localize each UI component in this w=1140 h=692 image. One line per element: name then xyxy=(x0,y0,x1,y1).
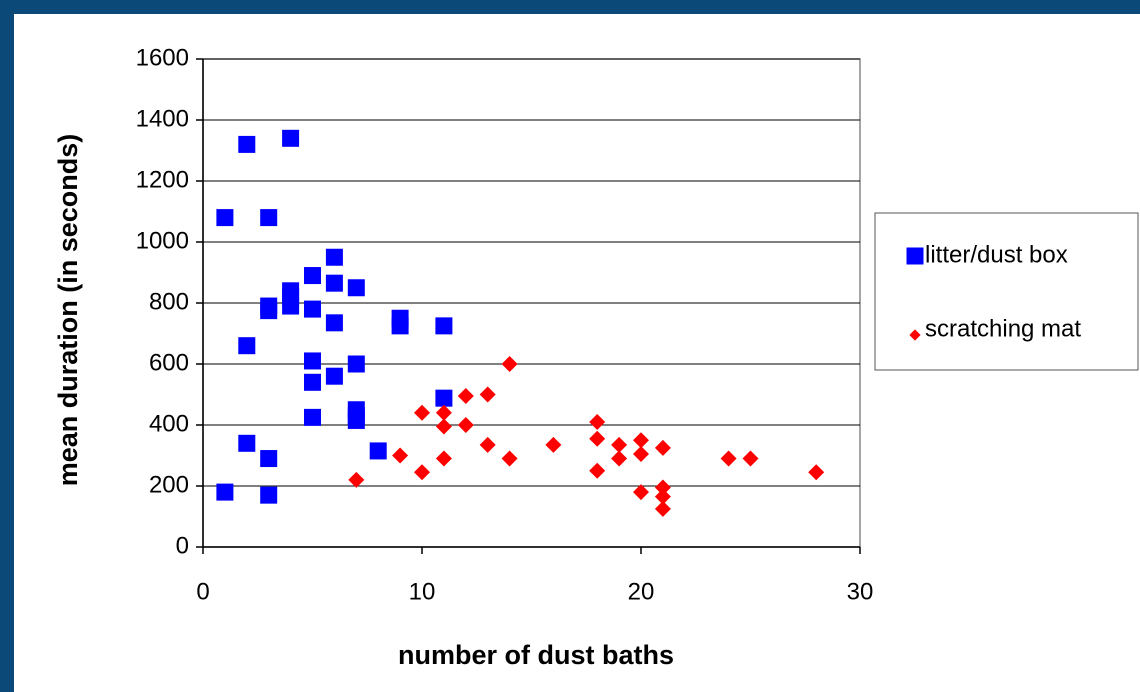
point xyxy=(742,450,759,467)
point xyxy=(260,209,278,227)
point xyxy=(216,483,234,501)
point xyxy=(414,464,430,481)
point xyxy=(545,436,562,453)
point xyxy=(435,317,453,335)
point xyxy=(304,373,321,391)
point xyxy=(347,279,365,297)
point xyxy=(435,450,452,467)
y-tick-label: 1000 xyxy=(136,227,189,254)
point xyxy=(238,434,256,452)
point xyxy=(589,462,606,479)
point xyxy=(654,439,671,456)
point xyxy=(260,450,278,468)
point xyxy=(435,389,453,407)
point xyxy=(457,417,474,433)
y-tick-label: 200 xyxy=(149,471,189,498)
point xyxy=(391,317,409,335)
y-tick-label: 800 xyxy=(149,288,189,315)
point xyxy=(479,436,496,453)
point xyxy=(435,404,452,421)
legend-marker xyxy=(906,247,924,265)
y-tick-label: 0 xyxy=(176,532,189,559)
point xyxy=(654,479,671,496)
x-tick-label: 0 xyxy=(196,578,209,605)
point xyxy=(611,450,628,467)
point xyxy=(611,436,628,453)
legend-box xyxy=(874,212,1139,371)
point xyxy=(392,447,409,464)
point xyxy=(633,432,649,449)
y-tick-label: 1600 xyxy=(136,44,189,71)
point xyxy=(260,486,278,504)
point xyxy=(325,314,343,332)
legend-label: scratching mat xyxy=(925,315,1081,342)
point xyxy=(260,302,278,320)
x-tick-label: 30 xyxy=(847,578,874,605)
point xyxy=(347,355,365,373)
point xyxy=(501,450,518,467)
point xyxy=(435,418,452,435)
point xyxy=(216,209,234,227)
point xyxy=(304,352,321,370)
point xyxy=(369,442,387,460)
point xyxy=(720,450,737,467)
point xyxy=(414,404,430,421)
legend-label: litter/dust box xyxy=(925,241,1068,268)
point xyxy=(479,386,496,403)
point xyxy=(238,135,256,153)
x-axis-label: number of dust baths xyxy=(398,640,674,670)
y-axis-label: mean duration (in seconds) xyxy=(53,134,83,487)
point xyxy=(304,267,321,285)
x-tick-label: 20 xyxy=(628,578,655,605)
point xyxy=(325,248,343,266)
point xyxy=(589,413,606,430)
point xyxy=(282,297,300,315)
point xyxy=(654,500,671,517)
point xyxy=(589,430,606,447)
point xyxy=(325,367,343,385)
y-tick-label: 400 xyxy=(149,410,189,437)
point xyxy=(238,337,256,355)
point xyxy=(304,408,321,426)
point xyxy=(348,471,365,488)
point xyxy=(457,388,474,405)
chart: number of dust baths mean duration (in s… xyxy=(53,44,1139,670)
point xyxy=(304,300,321,318)
y-tick-label: 1400 xyxy=(136,105,189,132)
point xyxy=(501,356,518,372)
point xyxy=(654,488,671,505)
y-tick-label: 600 xyxy=(149,349,189,376)
slide: number of dust baths mean duration (in s… xyxy=(14,14,1140,692)
point xyxy=(325,274,343,292)
x-tick-label: 10 xyxy=(409,578,436,605)
point xyxy=(347,411,365,429)
point xyxy=(633,484,649,501)
point xyxy=(808,464,825,481)
y-tick-label: 1200 xyxy=(136,166,189,193)
point xyxy=(282,129,300,147)
point xyxy=(633,445,649,462)
